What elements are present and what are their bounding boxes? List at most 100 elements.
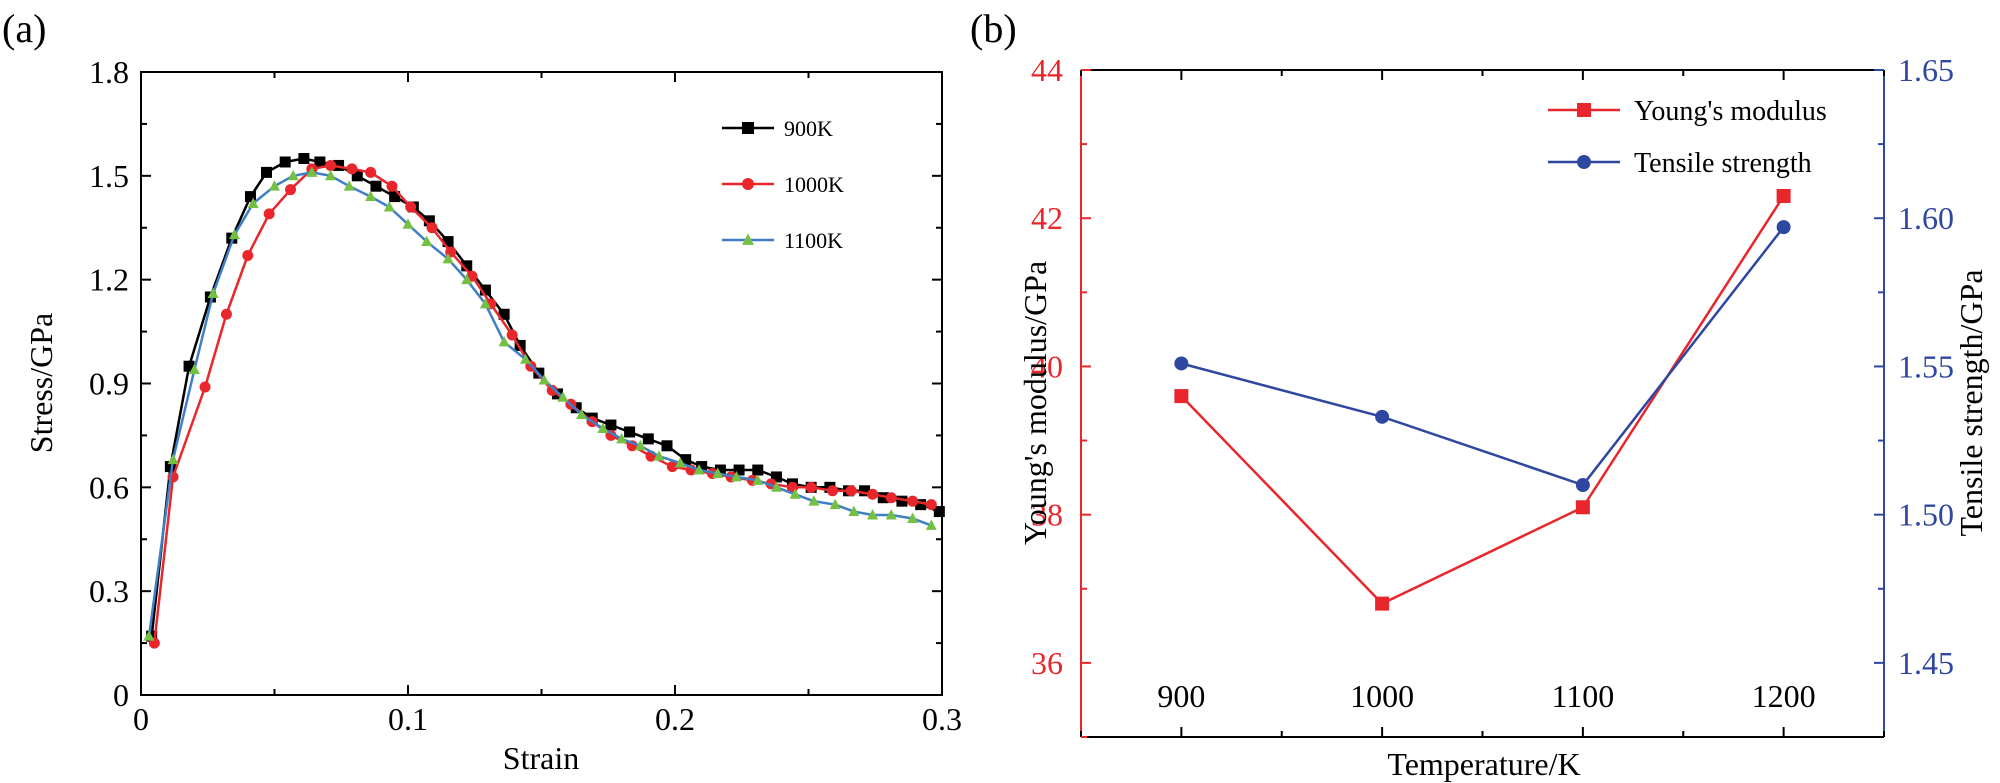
data-point xyxy=(1375,596,1390,611)
data-point xyxy=(642,433,654,445)
data-point xyxy=(389,191,401,203)
data-point xyxy=(877,492,889,504)
data-point xyxy=(383,201,395,212)
legend-label: 1100K xyxy=(784,228,843,253)
data-point xyxy=(730,471,742,482)
panel-a: (a) 0 0.1 0.2 0.3 0 0.3 0.6 0.9 1.2 1.5 1.8 900K 10… xyxy=(2,6,962,776)
panel-a-label: (a) xyxy=(2,6,46,51)
data-point xyxy=(605,419,617,431)
data-point xyxy=(287,169,299,181)
y-left-tick-label: 42 xyxy=(1031,200,1063,236)
data-point xyxy=(263,208,275,220)
data-point xyxy=(285,184,297,196)
data-point xyxy=(907,512,919,523)
data-point xyxy=(848,505,860,517)
data-point xyxy=(752,464,764,476)
data-point xyxy=(896,495,908,507)
data-point xyxy=(907,495,919,507)
legend-label: 1000K xyxy=(784,172,844,197)
series-tensile-strength xyxy=(1174,220,1791,493)
y-right-tick-label: 1.65 xyxy=(1898,52,1954,88)
legend-entry: 900K xyxy=(722,116,833,141)
data-point xyxy=(260,166,272,178)
data-point xyxy=(333,159,345,171)
data-point xyxy=(514,339,526,351)
data-point xyxy=(859,485,871,497)
data-point xyxy=(1575,478,1590,493)
legend-entry: 1000K xyxy=(722,172,844,197)
data-point xyxy=(624,426,636,438)
data-point xyxy=(298,153,310,165)
data-point xyxy=(351,170,363,182)
x-tick-label: 900 xyxy=(1157,678,1205,714)
data-point xyxy=(143,630,155,641)
data-point xyxy=(714,464,726,476)
data-point xyxy=(1174,356,1189,371)
data-point xyxy=(885,492,897,504)
panel-b-right-y-axis-label: Tensile strength/GPa xyxy=(1953,269,1989,536)
data-point xyxy=(597,422,609,433)
data-point xyxy=(423,215,435,227)
data-point xyxy=(827,485,839,497)
data-point xyxy=(712,467,724,478)
data-point xyxy=(386,180,398,192)
data-point xyxy=(653,450,665,461)
data-point xyxy=(506,329,518,341)
data-point xyxy=(867,488,879,500)
panel-b-tick-labels: 900 1000 1100 1200 36 38 40 42 44 1.45 1.50 1.55 1.6… xyxy=(1031,52,1954,714)
data-point xyxy=(696,461,708,473)
data-point xyxy=(867,509,879,520)
x-tick-label: 1200 xyxy=(1752,678,1816,714)
data-point xyxy=(693,464,705,475)
data-point xyxy=(885,509,897,520)
data-point xyxy=(666,461,678,473)
data-point xyxy=(1776,188,1791,203)
data-point xyxy=(402,218,414,229)
data-point xyxy=(426,222,438,234)
y-tick-label: 0 xyxy=(113,677,129,713)
data-point xyxy=(199,381,211,393)
panel-b-series xyxy=(1174,188,1791,611)
y-tick-label: 0.9 xyxy=(89,366,129,402)
data-point xyxy=(405,201,417,213)
x-tick-label: 0.3 xyxy=(922,701,962,737)
data-point xyxy=(461,273,473,285)
data-point xyxy=(1575,500,1590,515)
data-point xyxy=(925,499,937,511)
series-youngs-modulus xyxy=(1174,188,1791,611)
data-point xyxy=(557,391,569,402)
data-point xyxy=(247,197,259,208)
data-point xyxy=(829,498,841,510)
x-tick-label: 0.2 xyxy=(655,701,695,737)
series-1100K xyxy=(143,166,937,641)
series-line xyxy=(1180,195,1785,606)
legend-marker xyxy=(1577,155,1591,169)
data-point xyxy=(220,308,232,320)
legend-marker xyxy=(742,178,754,190)
x-tick-label: 1000 xyxy=(1350,678,1414,714)
data-point xyxy=(498,336,510,347)
legend-entry: Tensile strength xyxy=(1548,148,1812,179)
data-point xyxy=(242,249,254,261)
data-point xyxy=(576,408,588,420)
y-left-tick-label: 36 xyxy=(1031,645,1063,681)
y-right-tick-label: 1.55 xyxy=(1898,348,1954,384)
data-point xyxy=(845,485,857,497)
legend-marker xyxy=(1577,103,1591,117)
y-tick-label: 1.5 xyxy=(89,158,129,194)
y-right-tick-label: 1.50 xyxy=(1898,497,1954,533)
data-point xyxy=(915,499,927,511)
panel-a-y-axis-label: Stress/GPa xyxy=(23,313,59,453)
y-tick-label: 1.8 xyxy=(89,54,129,90)
data-point xyxy=(616,432,628,444)
data-point xyxy=(207,287,219,298)
data-point xyxy=(733,464,745,476)
panel-b-ticks xyxy=(1080,69,1885,738)
data-point xyxy=(661,440,673,452)
data-point xyxy=(343,180,355,191)
panel-a-series xyxy=(143,153,945,649)
y-tick-label: 0.6 xyxy=(89,469,129,505)
legend-label: Tensile strength xyxy=(1634,148,1812,179)
data-point xyxy=(167,453,179,465)
